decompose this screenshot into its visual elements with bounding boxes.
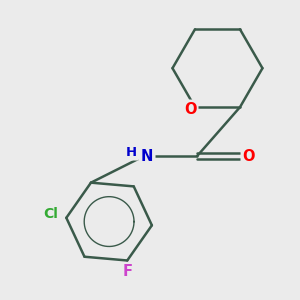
Text: F: F: [123, 264, 133, 279]
Text: O: O: [184, 102, 196, 117]
Text: O: O: [243, 148, 255, 164]
Text: N: N: [141, 148, 153, 164]
Text: Cl: Cl: [44, 207, 58, 221]
Text: H: H: [126, 146, 137, 158]
